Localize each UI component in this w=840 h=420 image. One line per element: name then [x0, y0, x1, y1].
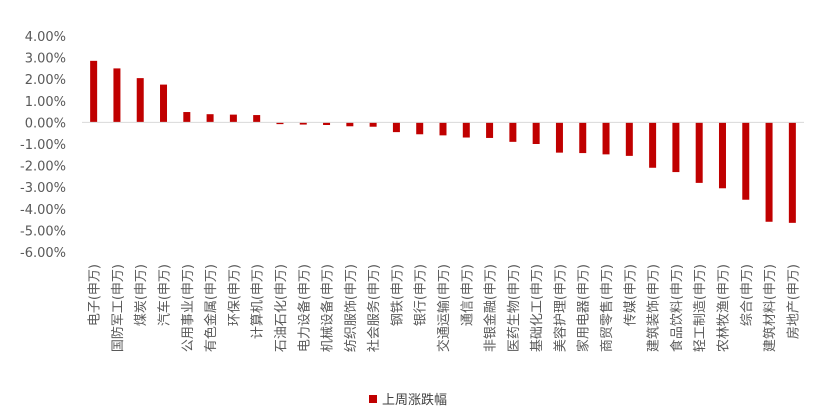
y-tick-label: 4.00%: [25, 30, 66, 45]
x-tick-label: 汽车(申万): [157, 264, 173, 326]
x-tick-label: 食品饮料(申万): [669, 264, 685, 352]
y-axis: 4.00% 3.00% 2.00% 1.00% 0.00% -1.00% -2.00% -3.…: [20, 30, 66, 261]
y-tick-label: -6.00%: [20, 246, 66, 261]
x-tick-label: 医药生物(申万): [507, 264, 522, 352]
x-tick-label: 纺织服饰(申万): [344, 264, 359, 352]
bar: [765, 122, 773, 222]
x-tick-label: 轻工制造(申万): [693, 264, 708, 352]
x-tick-label: 家用电器(申万): [576, 264, 592, 352]
x-tick-label: 社会服务(申万): [366, 264, 382, 352]
bar: [532, 122, 540, 144]
legend-label: 上周涨跌幅: [382, 393, 448, 408]
bar: [486, 122, 494, 138]
bar: [579, 122, 587, 154]
x-tick-label: 通信(申万): [460, 264, 475, 326]
bar: [323, 122, 331, 125]
bars: [90, 60, 796, 223]
x-tick-label: 房地产(申万): [785, 264, 801, 339]
y-tick-label: 3.00%: [25, 52, 66, 67]
y-tick-label: -4.00%: [20, 203, 66, 218]
y-tick-label: -5.00%: [20, 224, 66, 239]
x-tick-label: 环保(申万): [227, 264, 242, 326]
bar: [695, 122, 703, 183]
bar: [160, 84, 168, 123]
bar: [602, 122, 610, 155]
bar: [346, 122, 354, 127]
bar: [439, 122, 447, 136]
x-tick-label: 美容护理(申万): [552, 264, 568, 352]
x-tick-label: 交通运输(申万): [436, 264, 452, 352]
y-tick-label: 1.00%: [25, 95, 66, 110]
x-tick-label: 国防军工(申万): [110, 264, 126, 352]
bar: [555, 122, 563, 153]
bar: [90, 60, 98, 123]
bar: [299, 122, 307, 125]
bar: [113, 68, 121, 123]
bar: [183, 112, 191, 123]
bar: [742, 122, 750, 200]
x-tick-label: 公用事业(申万): [181, 264, 196, 352]
x-tick-label: 煤炭(申万): [134, 264, 149, 326]
bar: [718, 122, 726, 189]
bar: [462, 122, 470, 138]
x-tick-label: 银行(申万): [414, 264, 429, 326]
y-tick-label: -1.00%: [20, 138, 66, 153]
x-tick-label: 钢铁(申万): [390, 264, 405, 326]
bar: [649, 122, 657, 168]
bar: [672, 122, 680, 173]
x-tick-label: 基础化工(申万): [530, 264, 545, 352]
bar: [136, 78, 144, 123]
x-tick-label: 有色金属(申万): [203, 264, 219, 352]
x-tick-label: 传媒(申万): [623, 264, 638, 326]
bar: [276, 122, 284, 125]
y-tick-label: 0.00%: [25, 116, 66, 131]
x-tick-label: 建筑装饰(申万): [646, 264, 662, 352]
bar: [392, 122, 400, 133]
x-tick-label: 机械设备(申万): [320, 264, 336, 352]
y-tick-label: -3.00%: [20, 181, 66, 196]
legend-swatch: [369, 394, 377, 403]
x-axis-labels: 电子(申万) 国防军工(申万) 煤炭(申万) 汽车(申万) 公用事业(申万) 有色金属(申…: [88, 264, 802, 352]
bar: [206, 114, 214, 123]
y-tick-label: 2.00%: [25, 73, 66, 88]
x-tick-label: 商贸零售(申万): [599, 264, 615, 352]
bar: [509, 122, 517, 142]
y-tick-label: -2.00%: [20, 160, 66, 175]
x-tick-label: 石油石化(申万): [274, 264, 289, 352]
x-tick-label: 电子(申万): [88, 264, 103, 326]
bar: [416, 122, 424, 135]
x-tick-label: 电力设备(申万): [296, 264, 312, 352]
x-tick-label: 计算机(申万): [251, 264, 266, 339]
x-tick-label: 农林牧渔(申万): [716, 264, 731, 352]
bar: [788, 122, 796, 223]
bar: [369, 122, 377, 127]
bar: [229, 114, 237, 123]
bar: [253, 115, 261, 123]
x-tick-label: 建筑材料(申万): [762, 264, 778, 352]
x-tick-label: 非银金融(申万): [483, 264, 499, 352]
legend: 上周涨跌幅: [369, 389, 447, 408]
x-tick-label: 综合(申万): [740, 264, 755, 326]
bar: [625, 122, 633, 156]
